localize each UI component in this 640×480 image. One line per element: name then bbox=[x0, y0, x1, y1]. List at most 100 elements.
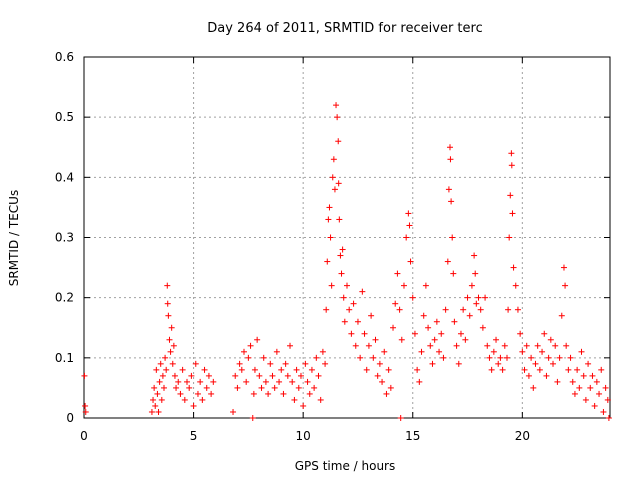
data-point bbox=[184, 378, 191, 385]
data-point bbox=[591, 402, 598, 409]
data-point bbox=[514, 306, 521, 313]
data-point bbox=[447, 156, 454, 163]
data-point bbox=[383, 390, 390, 397]
data-point bbox=[556, 354, 563, 361]
y-tick-label: 0.1 bbox=[55, 351, 74, 365]
data-point bbox=[338, 270, 345, 277]
data-point bbox=[506, 234, 513, 241]
data-point bbox=[455, 360, 462, 367]
data-point bbox=[188, 372, 195, 379]
data-point bbox=[287, 342, 294, 349]
data-point bbox=[449, 234, 456, 241]
data-point bbox=[330, 156, 337, 163]
data-point bbox=[508, 162, 515, 169]
data-point bbox=[295, 384, 302, 391]
data-point bbox=[431, 336, 438, 343]
data-point bbox=[477, 306, 484, 313]
data-point bbox=[335, 138, 342, 145]
data-point bbox=[162, 354, 169, 361]
data-point bbox=[543, 372, 550, 379]
data-point bbox=[411, 330, 418, 337]
data-point bbox=[251, 366, 258, 373]
data-point bbox=[354, 318, 361, 325]
data-point bbox=[519, 348, 526, 355]
data-point bbox=[475, 294, 482, 301]
data-point bbox=[433, 318, 440, 325]
data-point bbox=[243, 378, 250, 385]
data-point bbox=[308, 366, 315, 373]
data-point bbox=[484, 342, 491, 349]
data-point bbox=[262, 378, 269, 385]
data-point bbox=[171, 372, 178, 379]
data-point bbox=[331, 186, 338, 193]
data-point bbox=[495, 360, 502, 367]
data-point bbox=[405, 210, 412, 217]
data-point bbox=[329, 174, 336, 181]
data-point bbox=[598, 366, 605, 373]
data-point bbox=[334, 114, 341, 121]
data-point bbox=[304, 378, 311, 385]
data-point bbox=[525, 372, 532, 379]
data-point bbox=[468, 282, 475, 289]
data-point bbox=[159, 372, 166, 379]
data-point bbox=[532, 360, 539, 367]
data-point bbox=[250, 390, 257, 397]
data-point bbox=[306, 390, 313, 397]
data-point bbox=[457, 330, 464, 337]
axes bbox=[83, 56, 611, 419]
data-point bbox=[418, 348, 425, 355]
data-point bbox=[508, 150, 515, 157]
data-point bbox=[403, 234, 410, 241]
y-tick-label: 0.6 bbox=[55, 50, 74, 64]
data-point bbox=[276, 378, 283, 385]
data-point bbox=[341, 318, 348, 325]
data-point bbox=[453, 342, 460, 349]
data-point bbox=[429, 360, 436, 367]
x-tick-label: 20 bbox=[515, 429, 530, 443]
data-point bbox=[186, 384, 193, 391]
data-point bbox=[156, 378, 163, 385]
data-point bbox=[397, 415, 404, 421]
data-point bbox=[317, 396, 324, 403]
data-point bbox=[545, 354, 552, 361]
data-point bbox=[460, 306, 467, 313]
data-point bbox=[333, 102, 340, 109]
x-tick-label: 0 bbox=[80, 429, 88, 443]
data-point bbox=[390, 324, 397, 331]
data-point bbox=[249, 415, 256, 421]
data-point bbox=[348, 330, 355, 337]
data-point bbox=[315, 372, 322, 379]
data-point bbox=[576, 384, 583, 391]
y-tick-label: 0.5 bbox=[55, 110, 74, 124]
data-point bbox=[554, 378, 561, 385]
data-point bbox=[374, 372, 381, 379]
data-point bbox=[232, 372, 239, 379]
data-point bbox=[490, 348, 497, 355]
data-point bbox=[440, 354, 447, 361]
data-point bbox=[319, 348, 326, 355]
data-point bbox=[486, 354, 493, 361]
data-point bbox=[167, 348, 174, 355]
data-point bbox=[82, 402, 89, 409]
data-point bbox=[326, 204, 333, 211]
chart-title: Day 264 of 2011, SRMTID for receiver ter… bbox=[207, 21, 482, 36]
data-point bbox=[509, 210, 516, 217]
data-point bbox=[293, 366, 300, 373]
data-point bbox=[550, 360, 557, 367]
data-point bbox=[311, 384, 318, 391]
y-axis-label: SRMTID / TECUs bbox=[7, 190, 21, 286]
data-point bbox=[387, 384, 394, 391]
data-point bbox=[164, 300, 171, 307]
data-point bbox=[234, 384, 241, 391]
data-point bbox=[256, 372, 263, 379]
data-point bbox=[352, 342, 359, 349]
data-point bbox=[448, 198, 455, 205]
data-point bbox=[291, 396, 298, 403]
data-point bbox=[534, 342, 541, 349]
data-point bbox=[230, 408, 237, 415]
data-point bbox=[322, 360, 329, 367]
data-point bbox=[208, 390, 215, 397]
data-point bbox=[589, 372, 596, 379]
data-point bbox=[372, 336, 379, 343]
data-point bbox=[181, 396, 188, 403]
